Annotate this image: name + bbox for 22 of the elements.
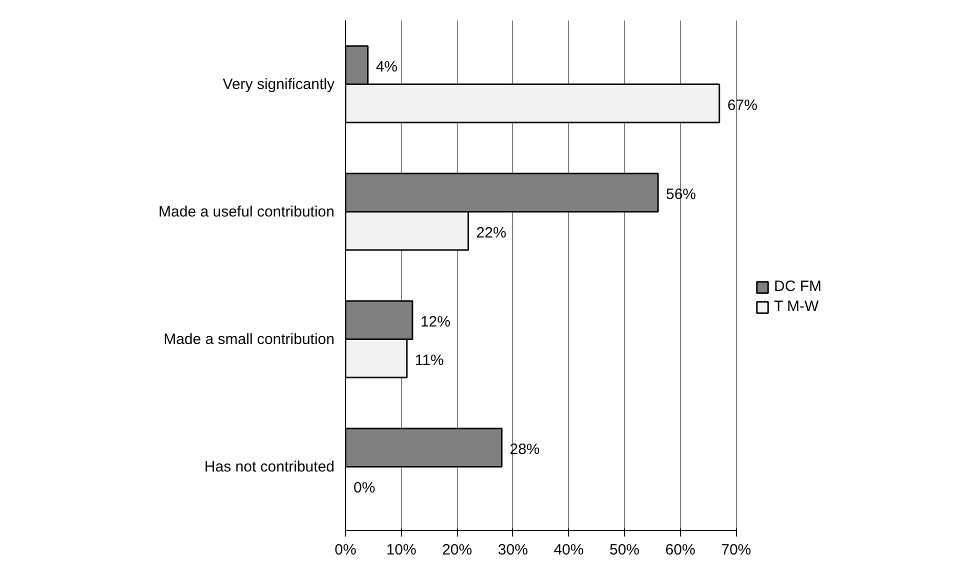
data-label: 56%	[666, 186, 696, 204]
legend-label: DC FM	[774, 278, 822, 295]
x-tick-label: 10%	[386, 542, 416, 558]
x-tick-label: 20%	[442, 542, 472, 558]
y-tick-label: Has not contributed	[204, 458, 334, 476]
legend-label: T M-W	[774, 298, 819, 315]
y-tick-label: Made a small contribution	[164, 330, 335, 348]
x-tick-label: 60%	[665, 542, 696, 558]
x-tick-label: 30%	[498, 542, 528, 558]
data-label: 4%	[376, 58, 398, 76]
y-tick-label: Made a useful contribution	[158, 203, 335, 220]
data-label: 0%	[354, 479, 376, 496]
x-tick-label: 50%	[610, 542, 640, 558]
y-tick-label: Very significantly	[222, 76, 335, 93]
data-label: 22%	[476, 224, 506, 242]
x-tick-label: 0%	[334, 542, 356, 558]
data-label: 28%	[510, 441, 540, 458]
data-label: 67%	[727, 96, 758, 114]
data-label: 11%	[414, 352, 444, 369]
x-tick-label: 40%	[554, 542, 584, 558]
x-tick-label: 70%	[721, 542, 752, 558]
data-label: 12%	[420, 314, 450, 331]
